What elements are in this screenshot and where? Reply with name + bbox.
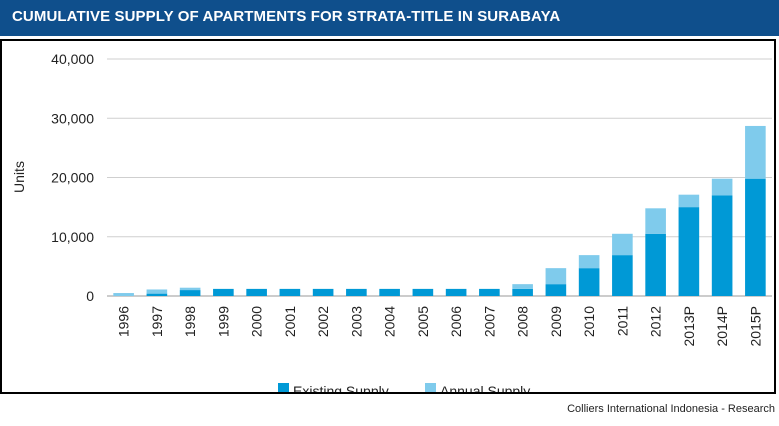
bar-existing-2012 [645,233,666,296]
bar-annual-1998 [179,287,201,291]
bar-annual-2012 [645,208,666,234]
bar-existing-2011 [612,255,633,296]
bar-existing-2004 [379,288,400,296]
bar-existing-2015P [745,178,766,296]
x-tick-label: 2012 [648,306,664,337]
chart-frame: 0 10,000 20,000 30,000 40,000 Units 1996 1997 19… [0,39,776,394]
x-tick-label: 1996 [116,306,132,337]
y-tick-label: 10,000 [51,229,94,245]
chart-title: CUMULATIVE SUPPLY OF APARTMENTS FOR STRA… [12,8,561,25]
legend-swatch-annual [425,383,436,392]
bar-existing-2006 [445,288,467,296]
y-tick-label: 30,000 [51,110,94,126]
y-axis-label: Units [11,161,27,193]
bar-annual-2013P [678,194,700,208]
y-tick-label: 20,000 [51,170,94,186]
legend-layer: Existing Supply Annual Supply [278,383,530,392]
legend-label-existing: Existing Supply [293,383,389,392]
y-tick-label: 40,000 [51,51,94,67]
x-tick-label: 1999 [215,306,231,337]
x-tick-label: 2011 [614,306,630,336]
x-tick-label: 2008 [515,306,531,337]
bar-existing-2007 [479,288,500,296]
bar-annual-2011 [612,233,633,256]
y-tick-label: 0 [86,288,94,304]
x-tick-label: 2009 [548,306,564,337]
bar-annual-2014P [711,178,733,196]
bar-existing-2001 [279,288,301,296]
bar-layer [113,125,766,296]
bar-annual-2015P [745,125,766,179]
bar-annual-1997 [146,289,168,294]
bar-existing-2014P [711,195,733,296]
x-tick-label: 2010 [581,306,597,337]
bar-existing-2009 [545,284,567,296]
x-tick-label: 2002 [315,306,331,337]
x-tick-label: 2000 [249,306,265,337]
bar-existing-1999 [213,288,234,296]
bar-existing-1998 [179,290,201,296]
axis-layer: 0 10,000 20,000 30,000 40,000 Units 1996 1997 19… [11,51,763,346]
bar-annual-2010 [578,255,600,269]
x-tick-label: 2003 [348,306,364,337]
bar-existing-2013P [678,207,700,296]
legend-label-annual: Annual Supply [440,383,530,392]
x-tick-label: 2013P [681,306,697,346]
source-note: Colliers International Indonesia - Resea… [567,403,775,415]
x-tick-label: 1998 [182,306,198,337]
title-bar: CUMULATIVE SUPPLY OF APARTMENTS FOR STRA… [0,0,779,36]
chart-svg: 0 10,000 20,000 30,000 40,000 Units 1996 1997 19… [11,51,772,392]
bar-existing-2002 [312,288,334,296]
bar-annual-1996 [113,293,134,296]
legend-swatch-existing [278,383,289,392]
x-tick-label: 2015P [747,306,763,346]
x-tick-label: 2006 [448,306,464,337]
bar-existing-1997 [146,293,168,296]
bar-existing-2008 [512,288,533,296]
x-tick-label: 1997 [149,306,165,337]
bar-existing-2003 [346,288,367,296]
bar-annual-2008 [512,284,533,289]
x-tick-label: 2004 [382,306,398,337]
bar-annual-2009 [545,268,567,285]
x-tick-label: 2001 [282,306,298,337]
bar-existing-2010 [578,268,600,296]
x-tick-label: 2007 [481,306,497,337]
x-tick-label: 2005 [415,306,431,337]
bar-existing-2005 [412,288,434,296]
x-tick-label: 2014P [714,306,730,346]
bar-existing-2000 [246,288,267,296]
grid-layer [107,58,772,297]
